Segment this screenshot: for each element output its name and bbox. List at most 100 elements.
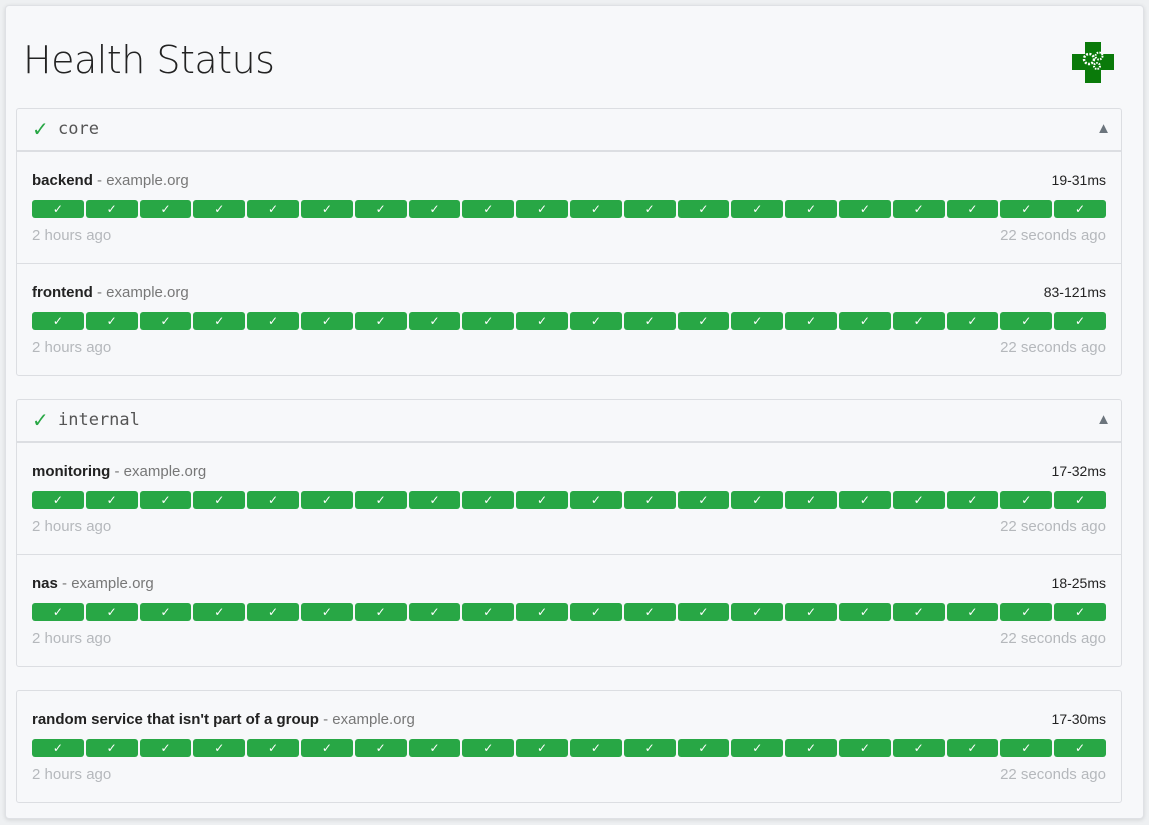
- result-bar-success[interactable]: ✓: [32, 312, 84, 330]
- result-bar-success[interactable]: ✓: [1054, 739, 1106, 757]
- result-bar-success[interactable]: ✓: [623, 739, 676, 757]
- result-bar-success[interactable]: ✓: [892, 603, 945, 621]
- result-bar-success[interactable]: ✓: [785, 739, 837, 757]
- result-bar-success[interactable]: ✓: [516, 200, 568, 218]
- result-bar-success[interactable]: ✓: [623, 200, 676, 218]
- collapse-toggle-icon[interactable]: ▲: [1096, 411, 1111, 428]
- result-bar-success[interactable]: ✓: [139, 200, 192, 218]
- result-bar-success[interactable]: ✓: [354, 491, 407, 509]
- result-bar-success[interactable]: ✓: [785, 200, 837, 218]
- result-bar-success[interactable]: ✓: [193, 200, 246, 218]
- group-header[interactable]: ✓ internal ▲: [17, 400, 1121, 443]
- result-bar-success[interactable]: ✓: [946, 312, 999, 330]
- result-bar-success[interactable]: ✓: [32, 200, 84, 218]
- result-bar-success[interactable]: ✓: [300, 312, 353, 330]
- result-bar-success[interactable]: ✓: [838, 312, 891, 330]
- result-bar-success[interactable]: ✓: [677, 603, 730, 621]
- group-header[interactable]: ✓ core ▲: [17, 109, 1121, 152]
- result-bar-success[interactable]: ✓: [1054, 603, 1106, 621]
- result-bar-success[interactable]: ✓: [892, 491, 945, 509]
- result-bar-success[interactable]: ✓: [85, 739, 138, 757]
- result-bar-success[interactable]: ✓: [892, 200, 945, 218]
- result-bar-success[interactable]: ✓: [247, 603, 299, 621]
- result-bar-success[interactable]: ✓: [731, 603, 784, 621]
- result-bar-success[interactable]: ✓: [516, 312, 568, 330]
- result-bar-success[interactable]: ✓: [677, 491, 730, 509]
- result-bar-success[interactable]: ✓: [731, 312, 784, 330]
- result-bar-success[interactable]: ✓: [838, 491, 891, 509]
- result-bar-success[interactable]: ✓: [946, 491, 999, 509]
- result-bar-success[interactable]: ✓: [462, 491, 515, 509]
- result-bar-success[interactable]: ✓: [193, 491, 246, 509]
- result-bar-success[interactable]: ✓: [731, 739, 784, 757]
- result-bar-success[interactable]: ✓: [247, 491, 299, 509]
- result-bar-success[interactable]: ✓: [85, 603, 138, 621]
- result-bar-success[interactable]: ✓: [785, 312, 837, 330]
- result-bar-success[interactable]: ✓: [354, 312, 407, 330]
- result-bar-success[interactable]: ✓: [731, 491, 784, 509]
- result-bar-success[interactable]: ✓: [354, 603, 407, 621]
- result-bar-success[interactable]: ✓: [1054, 312, 1106, 330]
- result-bar-success[interactable]: ✓: [32, 603, 84, 621]
- result-bar-success[interactable]: ✓: [892, 312, 945, 330]
- result-bar-success[interactable]: ✓: [892, 739, 945, 757]
- result-bar-success[interactable]: ✓: [569, 312, 622, 330]
- result-bar-success[interactable]: ✓: [462, 603, 515, 621]
- result-bar-success[interactable]: ✓: [569, 200, 622, 218]
- result-bar-success[interactable]: ✓: [193, 739, 246, 757]
- result-bar-success[interactable]: ✓: [516, 739, 568, 757]
- result-bar-success[interactable]: ✓: [247, 312, 299, 330]
- result-bar-success[interactable]: ✓: [516, 603, 568, 621]
- result-bar-success[interactable]: ✓: [1000, 200, 1053, 218]
- result-bar-success[interactable]: ✓: [300, 739, 353, 757]
- result-bar-success[interactable]: ✓: [85, 200, 138, 218]
- collapse-toggle-icon[interactable]: ▲: [1096, 120, 1111, 137]
- result-bar-success[interactable]: ✓: [300, 603, 353, 621]
- result-bar-success[interactable]: ✓: [462, 739, 515, 757]
- result-bar-success[interactable]: ✓: [623, 491, 676, 509]
- result-bar-success[interactable]: ✓: [462, 200, 515, 218]
- result-bar-success[interactable]: ✓: [1000, 603, 1053, 621]
- result-bar-success[interactable]: ✓: [569, 603, 622, 621]
- result-bar-success[interactable]: ✓: [193, 312, 246, 330]
- result-bar-success[interactable]: ✓: [247, 739, 299, 757]
- result-bar-success[interactable]: ✓: [516, 491, 568, 509]
- result-bar-success[interactable]: ✓: [32, 491, 84, 509]
- result-bar-success[interactable]: ✓: [946, 200, 999, 218]
- result-bar-success[interactable]: ✓: [139, 312, 192, 330]
- result-bar-success[interactable]: ✓: [139, 739, 192, 757]
- result-bar-success[interactable]: ✓: [785, 491, 837, 509]
- result-bar-success[interactable]: ✓: [838, 739, 891, 757]
- result-bar-success[interactable]: ✓: [677, 200, 730, 218]
- result-bar-success[interactable]: ✓: [1000, 739, 1053, 757]
- result-bar-success[interactable]: ✓: [1000, 312, 1053, 330]
- result-bar-success[interactable]: ✓: [946, 739, 999, 757]
- result-bar-success[interactable]: ✓: [677, 312, 730, 330]
- result-bar-success[interactable]: ✓: [946, 603, 999, 621]
- result-bar-success[interactable]: ✓: [1054, 491, 1106, 509]
- result-bar-success[interactable]: ✓: [838, 200, 891, 218]
- result-bar-success[interactable]: ✓: [838, 603, 891, 621]
- result-bar-success[interactable]: ✓: [408, 312, 461, 330]
- result-bar-success[interactable]: ✓: [731, 200, 784, 218]
- result-bar-success[interactable]: ✓: [785, 603, 837, 621]
- result-bar-success[interactable]: ✓: [408, 603, 461, 621]
- result-bar-success[interactable]: ✓: [623, 603, 676, 621]
- result-bar-success[interactable]: ✓: [1000, 491, 1053, 509]
- result-bar-success[interactable]: ✓: [354, 200, 407, 218]
- result-bar-success[interactable]: ✓: [300, 491, 353, 509]
- result-bar-success[interactable]: ✓: [677, 739, 730, 757]
- result-bar-success[interactable]: ✓: [85, 491, 138, 509]
- result-bar-success[interactable]: ✓: [193, 603, 246, 621]
- result-bar-success[interactable]: ✓: [569, 491, 622, 509]
- result-bar-success[interactable]: ✓: [139, 603, 192, 621]
- result-bar-success[interactable]: ✓: [139, 491, 192, 509]
- result-bar-success[interactable]: ✓: [32, 739, 84, 757]
- result-bar-success[interactable]: ✓: [408, 491, 461, 509]
- result-bar-success[interactable]: ✓: [1054, 200, 1106, 218]
- result-bar-success[interactable]: ✓: [354, 739, 407, 757]
- result-bar-success[interactable]: ✓: [623, 312, 676, 330]
- result-bar-success[interactable]: ✓: [569, 739, 622, 757]
- result-bar-success[interactable]: ✓: [300, 200, 353, 218]
- result-bar-success[interactable]: ✓: [408, 739, 461, 757]
